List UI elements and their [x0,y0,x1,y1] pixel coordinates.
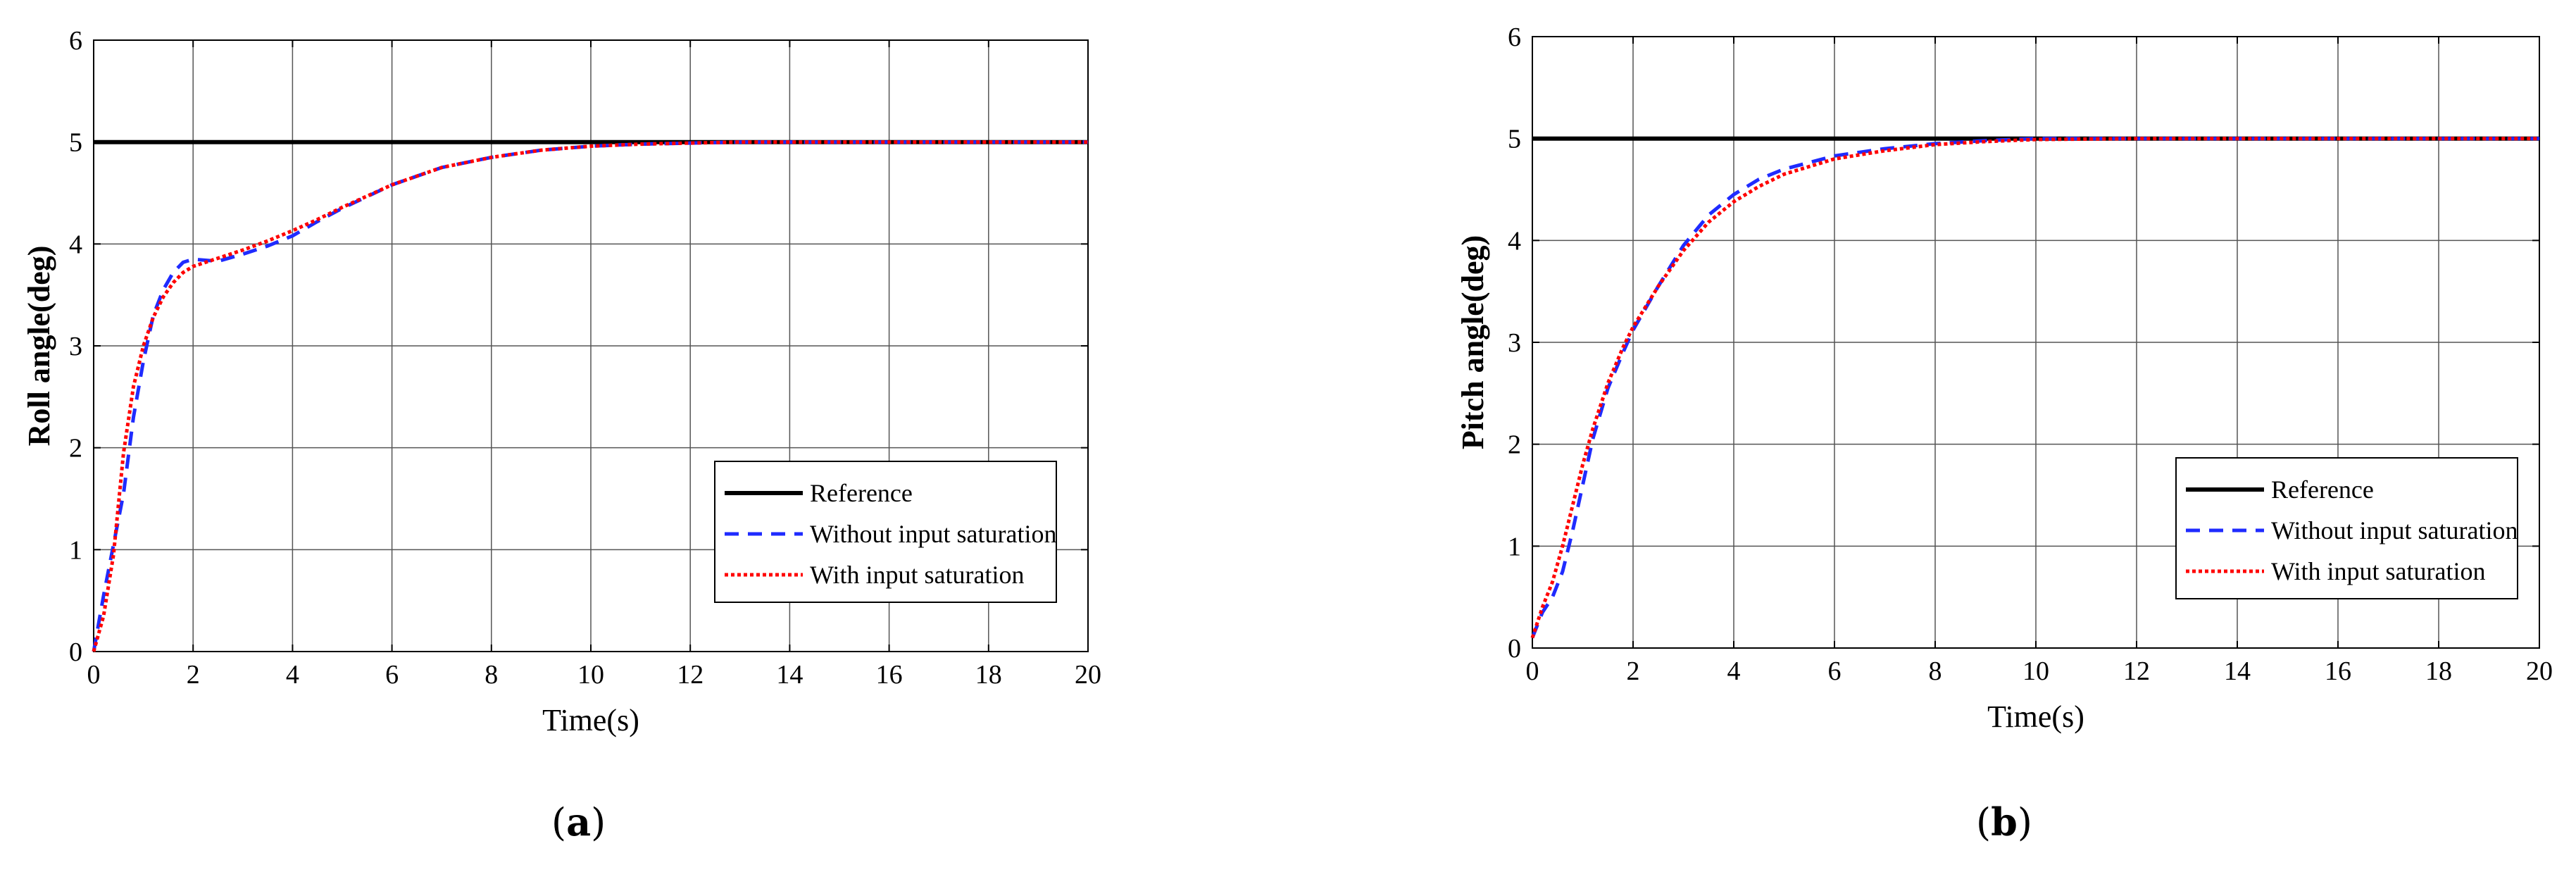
x-tick-label: 20 [1075,660,1101,690]
y-tick-label: 3 [1508,328,1521,358]
y-tick-label: 6 [69,26,82,56]
x-tick-label: 20 [2526,656,2553,686]
legend-box [714,461,1057,603]
legend-entry-without-label: Without input saturation [810,520,1057,548]
x-tick-label: 6 [385,660,399,690]
legend-entry-without-label: Without input saturation [2271,516,2518,544]
y-tick-label: 3 [69,332,82,361]
x-tick-label: 8 [1929,656,1942,686]
y-tick-label: 2 [1508,430,1521,460]
x-tick-label: 16 [876,660,903,690]
y-tick-label: 4 [69,230,82,259]
y-tick-label: 2 [69,434,82,463]
x-tick-label: 2 [187,660,200,690]
panel-label-b-open: ( [1976,800,1992,845]
y-axis-label: Pitch angle(deg) [1456,235,1490,449]
legend-entry-reference-label: Reference [810,479,913,507]
y-tick-label: 6 [1508,23,1521,52]
x-tick-label: 14 [2224,656,2251,686]
x-tick-label: 4 [286,660,299,690]
x-tick-label: 4 [1727,656,1741,686]
y-tick-label: 0 [1508,634,1521,664]
panel-label-a-open: ( [551,800,567,845]
x-tick-label: 0 [87,660,101,690]
x-tick-label: 10 [577,660,604,690]
y-tick-label: 5 [1508,125,1521,154]
legend-entry-reference-label: Reference [2271,475,2374,504]
series-without-saturation [92,140,1088,652]
panel-label-b-letter: b [1991,799,2018,845]
x-tick-label: 6 [1828,656,1842,686]
series-with-saturation [92,140,1088,652]
x-axis-label: Time(s) [1987,699,2084,734]
y-axis-label: Roll angle(deg) [22,246,56,447]
x-tick-label: 18 [2425,656,2452,686]
legend: Reference Without input saturation With in… [2175,457,2518,599]
series-without-saturation [1530,137,2539,639]
y-tick-label: 0 [69,637,82,667]
panel-label-a: (a) [551,799,606,845]
y-tick-label: 5 [69,128,82,158]
legend-box [2175,457,2518,599]
x-tick-label: 2 [1627,656,1640,686]
legend: Reference Without input saturation With in… [714,461,1057,603]
x-tick-label: 10 [2022,656,2049,686]
panel-label-b: (b) [1976,799,2032,845]
x-tick-label: 16 [2325,656,2351,686]
panel-label-a-close: ) [591,800,606,845]
x-axis-label: Time(s) [542,703,639,737]
y-tick-label: 4 [1508,226,1521,256]
x-tick-label: 14 [776,660,803,690]
legend-entry-with-label: With input saturation [2271,557,2486,585]
x-tick-label: 12 [2123,656,2150,686]
x-tick-label: 12 [677,660,704,690]
y-tick-label: 1 [1508,532,1521,561]
x-tick-label: 8 [484,660,498,690]
x-tick-label: 18 [975,660,1002,690]
panel-label-b-close: ) [2017,800,2032,845]
x-tick-label: 0 [1526,656,1539,686]
legend-entry-with-label: With input saturation [810,561,1025,589]
y-tick-label: 1 [69,535,82,565]
panel-label-a-letter: a [566,799,592,845]
